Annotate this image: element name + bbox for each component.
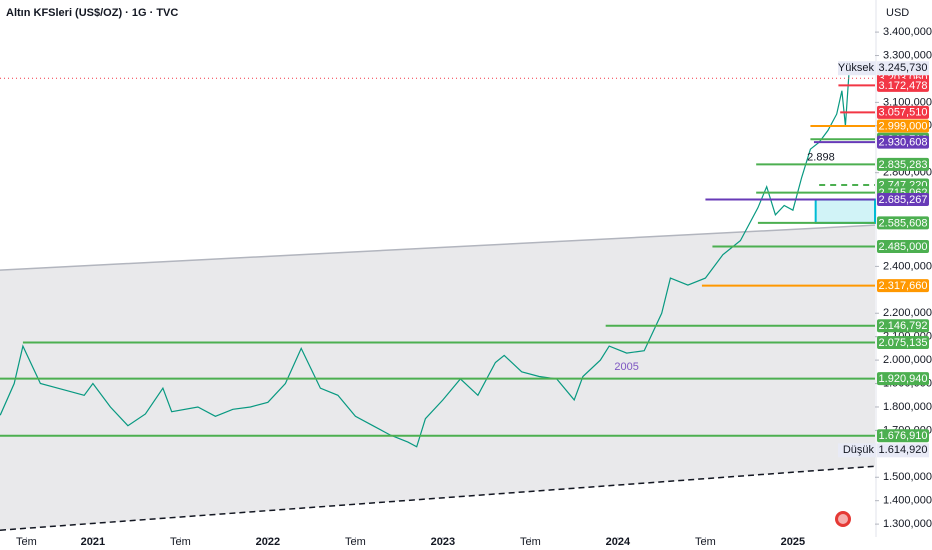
zone-box [814,198,876,224]
level-label-bg [877,319,929,333]
x-tick-label: 2024 [606,536,631,548]
level-label: 2.930,608 [879,136,928,148]
x-tick-label: 2025 [781,536,805,548]
currency-label: USD [886,7,909,19]
x-tick-label: Tem [345,536,366,548]
y-tick-label: 2.400,000 [883,260,932,272]
level-label-bg [877,372,929,386]
level-label-bg [877,216,929,230]
level-label: 3.057,510 [879,107,928,119]
chart-title: Altın KFSleri (US$/OZ) · 1G · TVC [6,7,178,19]
x-tick-label: Tem [170,536,191,548]
level-label-bg [877,336,929,350]
y-tick-label: 1.500,000 [883,471,932,483]
x-tick-label: Tem [16,536,37,548]
x-tick-label: 2022 [256,536,280,548]
high-label-bg [877,61,929,76]
y-tick-label: 3.300,000 [883,49,932,61]
annotation: 2005 [614,361,638,373]
low-label: 1.614,920 [879,444,928,456]
level-label-bg [877,239,929,253]
level-label: 2.075,135 [879,337,928,349]
low-label-name: Düşük [843,444,875,456]
y-tick-label: 3.100,000 [883,96,932,108]
x-tick-label: Tem [520,536,541,548]
y-tick-label: 1.400,000 [883,495,932,507]
level-label-bg [877,279,929,293]
annotation: 2.898 [807,152,835,164]
channel-upper [0,224,876,271]
level-label: 2.585,608 [879,217,928,229]
high-label-name-bg [838,61,876,76]
y-tick-label: 1.300,000 [883,518,932,530]
level-label-bg [877,78,929,92]
level-label: 2.146,792 [879,320,928,332]
x-tick-label: Tem [695,536,716,548]
low-label-name-bg [838,443,876,458]
x-tick-label: 2023 [431,536,455,548]
level-label: 1.676,910 [879,430,928,442]
y-tick-label: 2.200,000 [883,307,932,319]
low-label-bg [877,443,929,458]
level-label: 1.920,940 [879,373,928,385]
level-label: 2.835,283 [879,159,928,171]
y-tick-label: 1.800,000 [883,401,932,413]
y-tick-label: 2.000,000 [883,354,932,366]
level-label: 2.999,000 [879,120,928,132]
high-label-name: Yüksek [838,62,875,74]
level-label: 2.317,660 [879,280,928,292]
level-label-bg [877,105,929,119]
level-label: 2.685,267 [879,194,928,206]
level-label-bg [877,193,929,207]
level-label: 3.172,478 [879,80,928,92]
level-label-bg [877,157,929,171]
y-tick-label: 3.400,000 [883,26,932,38]
level-label-bg [877,119,929,133]
channel-lower [0,465,876,531]
level-label: 2.485,000 [879,241,928,253]
high-label: 3.245,730 [879,62,928,74]
level-label-bg [877,135,929,149]
logo-inner [838,514,848,524]
x-tick-label: 2021 [81,536,105,548]
level-label-bg [877,429,929,443]
